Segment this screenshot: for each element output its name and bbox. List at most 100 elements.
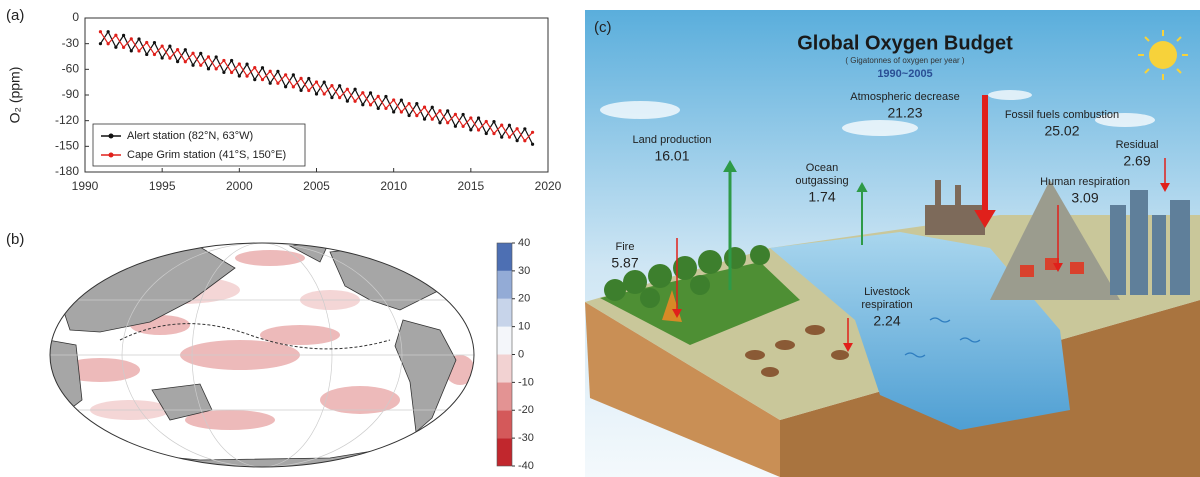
point: [492, 132, 495, 135]
point: [323, 92, 326, 95]
colorbar-tick-label: -30: [518, 432, 534, 444]
point: [238, 74, 241, 77]
point: [415, 114, 418, 117]
point: [438, 121, 441, 124]
point: [299, 89, 302, 92]
flow-value: 3.09: [1071, 190, 1098, 206]
point: [500, 124, 503, 127]
x-tick-label: 2010: [380, 179, 407, 193]
y-tick-label: -60: [62, 62, 80, 76]
point: [161, 56, 164, 59]
point: [431, 106, 434, 109]
point: [245, 74, 248, 77]
point: [361, 103, 364, 106]
point: [477, 116, 480, 119]
point: [284, 85, 287, 88]
point: [454, 113, 457, 116]
point: [377, 95, 380, 98]
point: [377, 107, 380, 110]
point: [222, 71, 225, 74]
point: [516, 127, 519, 130]
point: [184, 48, 187, 51]
point: [176, 60, 179, 63]
point: [215, 67, 218, 70]
point: [508, 136, 511, 139]
flow-value: 25.02: [1044, 123, 1079, 139]
point: [153, 53, 156, 56]
point: [130, 49, 133, 52]
point: [477, 128, 480, 131]
point: [438, 109, 441, 112]
point: [207, 55, 210, 58]
colorbar-tick-label: -20: [518, 404, 534, 416]
point: [408, 102, 411, 105]
point: [114, 34, 117, 37]
point: [423, 106, 426, 109]
point: [230, 59, 233, 62]
point: [516, 139, 519, 142]
point: [184, 60, 187, 63]
point: [153, 41, 156, 44]
point: [400, 98, 403, 101]
point: [500, 135, 503, 138]
point: [114, 46, 117, 49]
flow-label: respiration: [861, 299, 912, 311]
point: [415, 102, 418, 105]
y-tick-label: -30: [62, 36, 80, 50]
point: [353, 88, 356, 91]
point: [400, 110, 403, 113]
point: [338, 96, 341, 99]
point: [269, 82, 272, 85]
point: [238, 62, 241, 65]
point: [299, 77, 302, 80]
point: [446, 109, 449, 112]
flow-value: 16.01: [654, 148, 689, 164]
colorbar-segment: [497, 438, 512, 466]
figure: (a) (b) (c) Global Oxygen Budget ( Gigat…: [0, 0, 1200, 477]
flow-label: Residual: [1116, 139, 1159, 151]
point: [253, 78, 256, 81]
point: [245, 63, 248, 66]
point: [191, 64, 194, 67]
point: [191, 52, 194, 55]
point: [346, 88, 349, 91]
point: [346, 100, 349, 103]
flow-value: 5.87: [611, 255, 638, 271]
point: [369, 103, 372, 106]
point: [137, 49, 140, 52]
point: [353, 100, 356, 103]
colorbar-segment: [497, 327, 512, 355]
point: [469, 128, 472, 131]
point: [307, 77, 310, 80]
diagram-period: 1990~2005: [877, 68, 932, 80]
point: [492, 120, 495, 123]
point: [122, 46, 125, 49]
point: [261, 66, 264, 69]
point: [130, 37, 133, 40]
colorbar-tick-label: -40: [518, 460, 534, 472]
point: [392, 98, 395, 101]
flow-label: Fire: [616, 241, 635, 253]
sun: [1149, 41, 1177, 69]
colorbar-segment: [497, 299, 512, 327]
point: [423, 118, 426, 121]
point: [431, 118, 434, 121]
x-tick-label: 2015: [457, 179, 484, 193]
colorbar-tick-label: 30: [518, 265, 530, 277]
legend-marker: [109, 134, 114, 139]
flow-label: Land production: [633, 134, 712, 146]
y-tick-label: -150: [55, 139, 79, 153]
point: [315, 92, 318, 95]
point: [531, 143, 534, 146]
panel-label: (b): [6, 231, 24, 248]
point: [284, 73, 287, 76]
point: [523, 127, 526, 130]
point: [269, 70, 272, 73]
point: [307, 89, 310, 92]
flow-label: Ocean: [806, 162, 838, 174]
diagram-title: Global Oxygen Budget: [797, 32, 1013, 54]
point: [215, 55, 218, 58]
point: [261, 78, 264, 81]
point: [107, 42, 110, 45]
point: [485, 132, 488, 135]
